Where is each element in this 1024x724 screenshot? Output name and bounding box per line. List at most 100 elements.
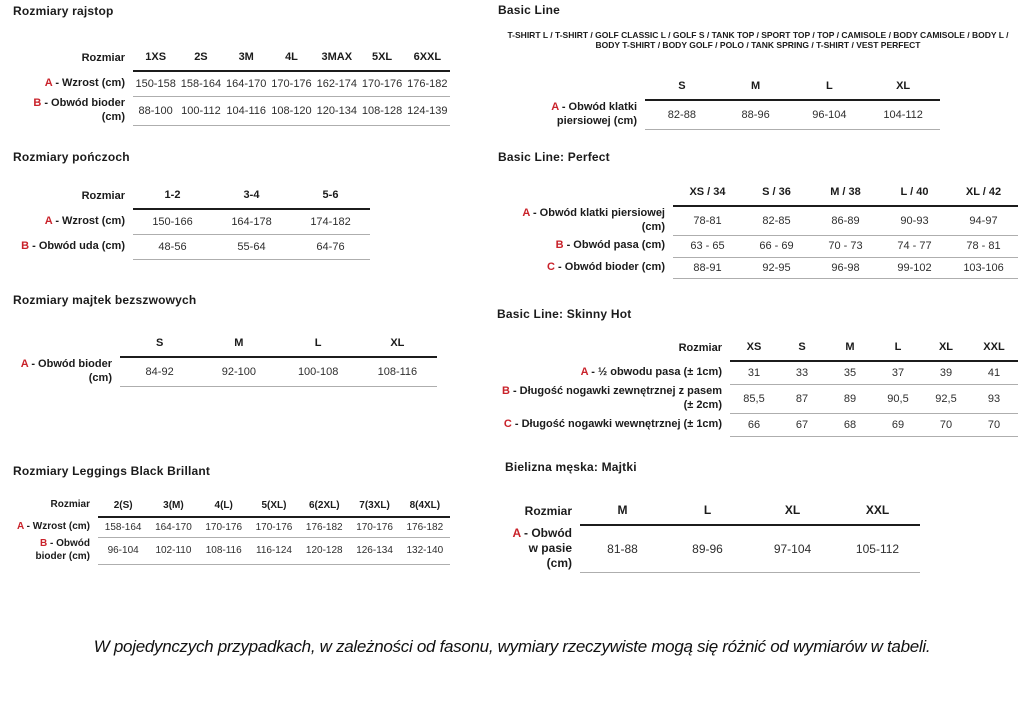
size-column-header: 6(2XL) (299, 496, 350, 518)
size-column-header: 6XXL (404, 48, 450, 72)
size-column-header: 5XL (359, 48, 405, 72)
dimension-letter: A (512, 526, 521, 540)
size-column-header: 8(4XL) (399, 496, 450, 518)
size-table-skinny-hot: Rozmiar XS S M L XL XXL A - ½ obwodu pasa (± 1c… (497, 338, 1018, 437)
size-value: 158-164 (98, 517, 149, 538)
size-column-header: M (826, 338, 874, 362)
size-table-rajstop: Rozmiar 1XS 2S 3M 4L 3MAX 5XL 6XXL A - Wzrost (c… (13, 48, 450, 126)
row-label: B - Obwód uda (cm) (21, 239, 125, 252)
size-value: 174-182 (291, 209, 370, 235)
size-value: 66 - 69 (742, 235, 811, 258)
size-value: 82-88 (645, 100, 719, 130)
size-value: 150-158 (133, 71, 179, 97)
table-corner-header: Rozmiar (524, 504, 572, 518)
size-value: 70 - 73 (811, 235, 880, 258)
section-basic-line-skinny-hot: Basic Line: Skinny Hot Rozmiar XS S M L XL XXL… (497, 307, 1018, 437)
size-value: 88-100 (133, 96, 179, 126)
size-value: 96-104 (98, 537, 149, 565)
size-value: 96-98 (811, 257, 880, 279)
size-column-header: M (199, 334, 279, 358)
section-title: Rozmiary majtek bezszwowych (13, 293, 197, 307)
row-label: C - Obwód bioder (cm) (547, 260, 665, 273)
size-column-header: 5(XL) (248, 496, 300, 518)
section-rozmiary-leggings: Rozmiary Leggings Black Brillant Rozmiar… (13, 464, 450, 565)
dimension-letter: A (551, 101, 559, 113)
row-label: B - Obwód bioder (cm) (33, 97, 125, 123)
header-row: XS / 34 S / 36 M / 38 L / 40 XL / 42 (498, 183, 1018, 207)
size-value: 48-56 (133, 234, 212, 260)
size-column-header: L (874, 338, 922, 362)
size-column-header: S / 36 (742, 183, 811, 207)
size-value: 39 (922, 361, 970, 385)
size-value: 92,5 (922, 384, 970, 414)
table-row: A - Wzrost (cm) 150-166 164-178 174-182 (13, 209, 370, 235)
row-label: A - Obwód klatki piersiowej (cm) (522, 207, 665, 233)
size-column-header: L / 40 (880, 183, 949, 207)
size-value: 164-178 (212, 209, 291, 235)
row-label: A - Obwód w pasie (cm) (512, 526, 572, 570)
table-corner-header: Rozmiar (50, 499, 90, 510)
table-corner-header: Rozmiar (81, 52, 125, 64)
dimension-letter: B (21, 239, 30, 252)
size-value: 90-93 (880, 206, 949, 236)
size-column-header: 4L (268, 48, 315, 72)
header-row: Rozmiar M L XL XXL (505, 500, 920, 526)
size-table-basic-line: S M L XL A - Obwód klatki piersiowej (cm) 82-… (498, 77, 940, 130)
size-column-header: 3(M) (148, 496, 199, 518)
size-value: 89-96 (665, 525, 750, 573)
table-corner-header (498, 183, 673, 206)
size-value: 37 (874, 361, 922, 385)
size-column-header: 2(S) (98, 496, 149, 518)
size-column-header: S (645, 77, 719, 101)
size-value: 86-89 (811, 206, 880, 236)
size-value: 124-139 (404, 96, 450, 126)
size-column-header: XL / 42 (949, 183, 1018, 207)
size-value: 33 (778, 361, 826, 385)
size-column-header: 1XS (133, 48, 179, 72)
size-column-header: 4(L) (198, 496, 249, 518)
size-value: 102-110 (148, 537, 199, 565)
size-column-header: L (792, 77, 867, 101)
size-value: 104-112 (866, 100, 940, 130)
dimension-letter: A (44, 76, 53, 89)
size-value: 97-104 (750, 525, 835, 573)
size-value: 81-88 (580, 525, 665, 573)
size-value: 108-116 (357, 357, 437, 387)
size-column-header: XXL (835, 500, 920, 526)
size-value: 170-176 (268, 71, 315, 97)
size-value: 104-116 (223, 96, 269, 126)
size-value: 105-112 (835, 525, 920, 573)
size-table-perfect: XS / 34 S / 36 M / 38 L / 40 XL / 42 A - Obwó… (498, 183, 1018, 279)
size-value: 116-124 (248, 537, 300, 565)
size-value: 164-170 (223, 71, 269, 97)
section-title: Rozmiary rajstop (13, 4, 114, 18)
row-label: A - ½ obwodu pasa (± 1cm) (580, 365, 722, 378)
size-value: 78-81 (673, 206, 742, 236)
section-title: Rozmiary Leggings Black Brillant (13, 464, 211, 478)
size-column-header: M / 38 (811, 183, 880, 207)
size-value: 170-176 (248, 517, 300, 538)
size-value: 68 (826, 413, 874, 437)
size-value: 66 (730, 413, 778, 437)
dimension-letter: B (33, 97, 42, 109)
size-value: 92-100 (199, 357, 279, 387)
header-row: S M L XL (498, 77, 940, 101)
size-value: 176-182 (399, 517, 450, 538)
section-title: Basic Line: Perfect (498, 150, 610, 164)
dimension-letter: C (547, 260, 555, 273)
dimension-letter: A (580, 365, 589, 378)
size-value: 90,5 (874, 384, 922, 414)
size-value: 99-102 (880, 257, 949, 279)
table-row: A - Wzrost (cm) 150-158 158-164 164-170 170-… (13, 71, 450, 97)
size-value: 70 (922, 413, 970, 437)
size-table-majtek-bezszwowych: S M L XL A - Obwód bioder (cm) 84-92 92-100 100… (13, 334, 437, 387)
size-value: 93 (970, 384, 1018, 414)
size-value: 74 - 77 (880, 235, 949, 258)
size-column-header: XL (922, 338, 970, 362)
table-row: C - Długość nogawki wewnętrznej (± 1cm) 6… (497, 413, 1018, 437)
size-column-header: 2S (178, 48, 224, 72)
header-row: Rozmiar 1-2 3-4 5-6 (13, 186, 370, 210)
size-value: 103-106 (949, 257, 1018, 279)
size-value: 100-112 (178, 96, 224, 126)
size-value: 96-104 (792, 100, 867, 130)
